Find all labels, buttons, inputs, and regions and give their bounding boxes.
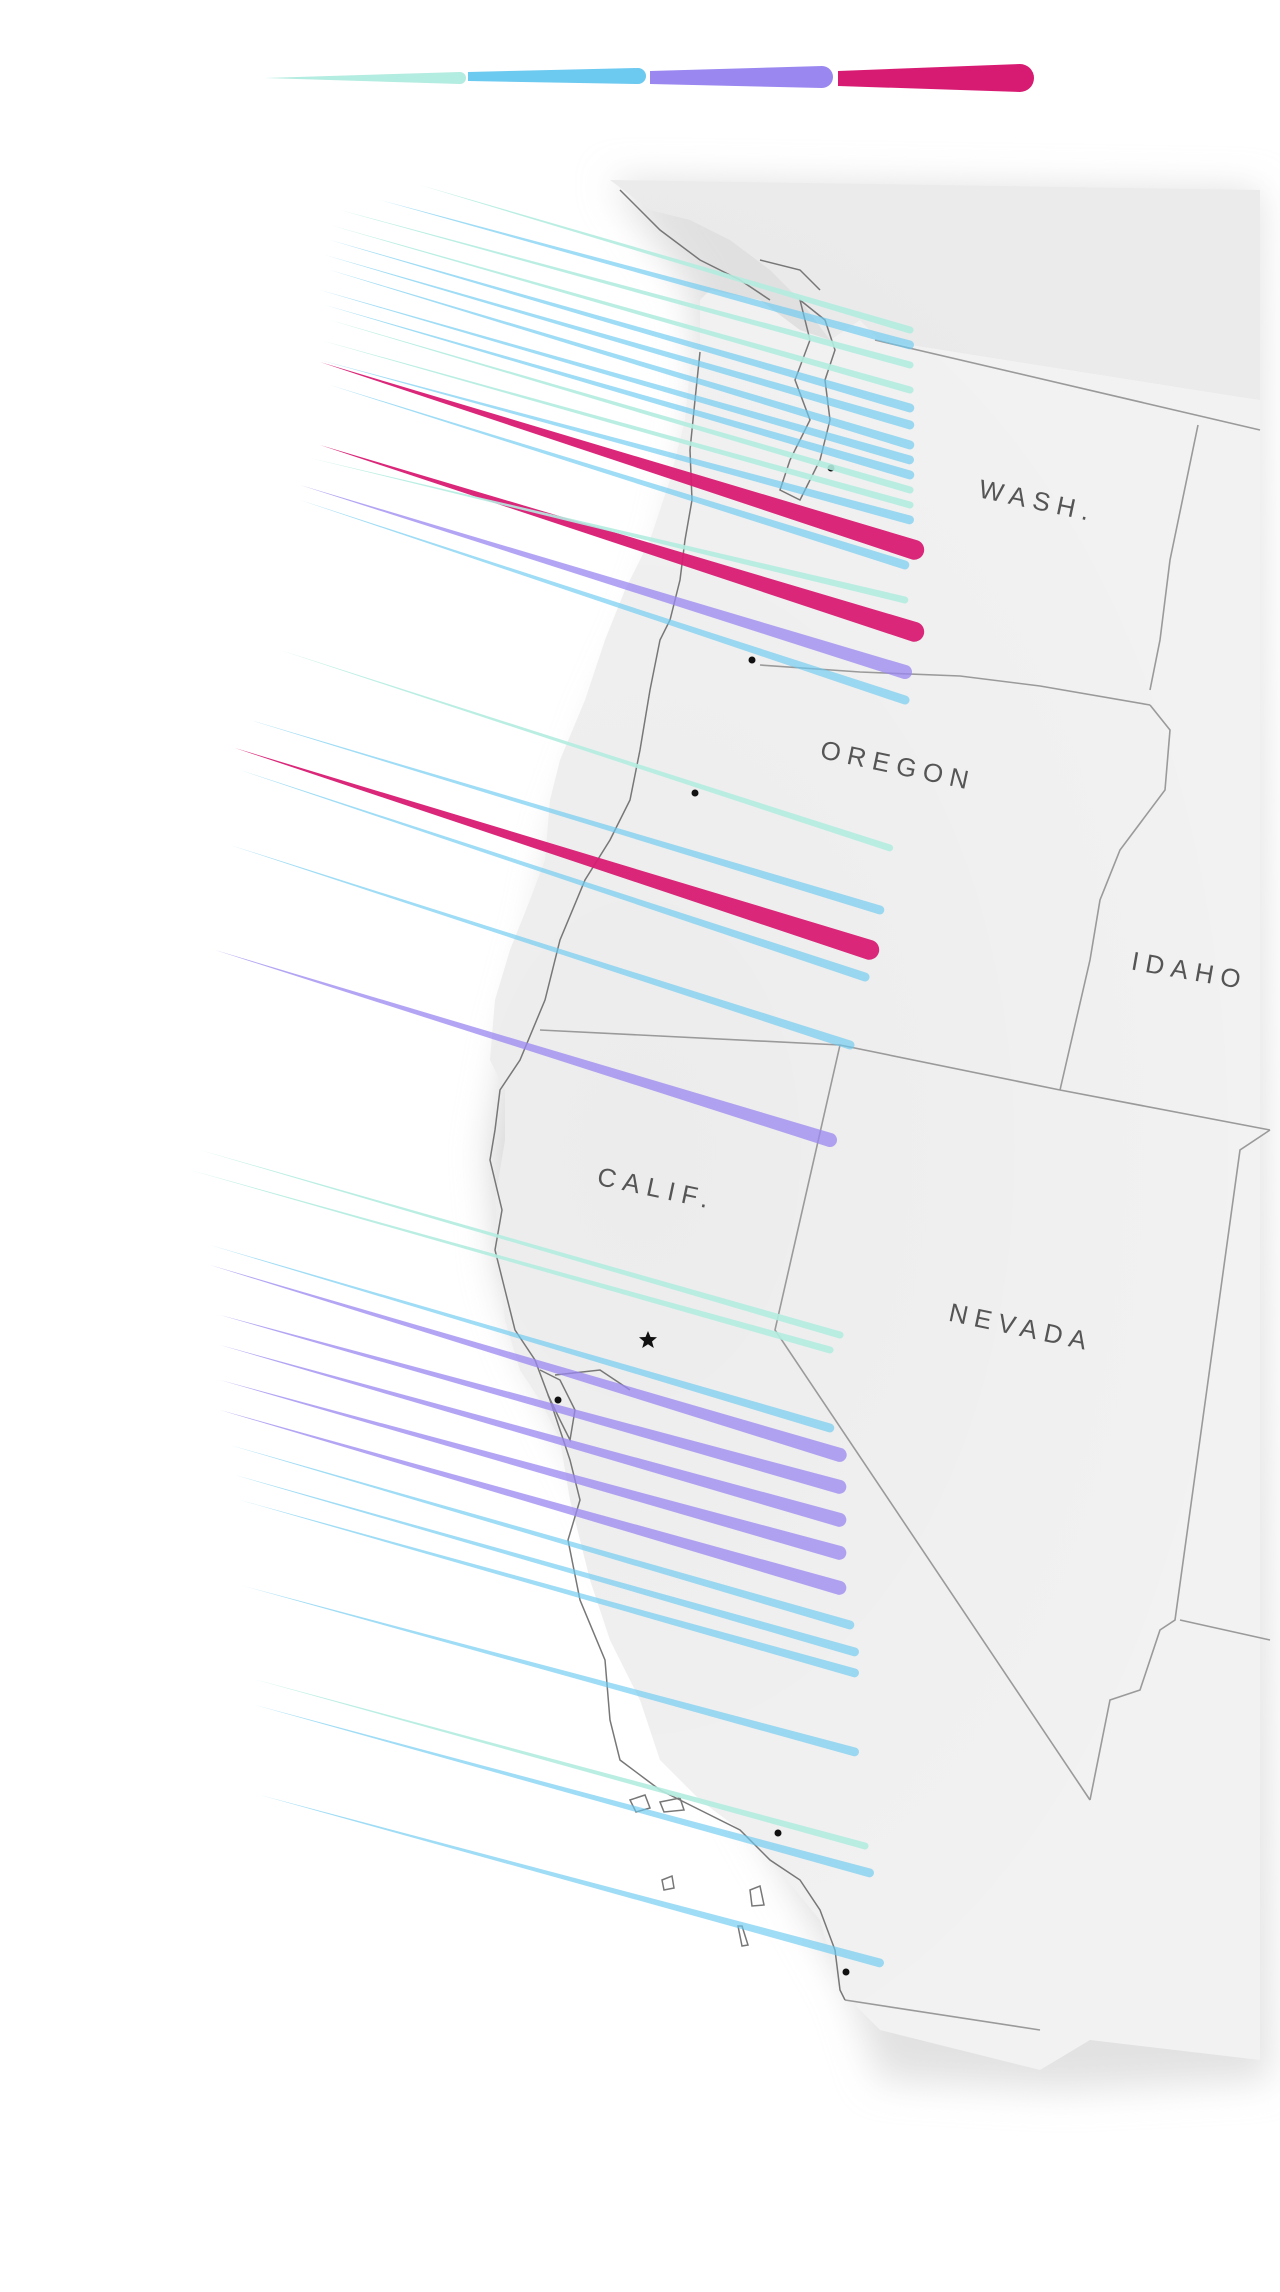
border-utah-arizona <box>1179 1619 1271 1641</box>
puget-sound <box>779 298 836 502</box>
legend-swatch-3 <box>650 66 833 88</box>
streak-22 <box>240 770 870 982</box>
streak-24 <box>215 950 838 1148</box>
capital-star-icon <box>639 1331 657 1348</box>
city-dot-san-diego <box>842 1968 850 1976</box>
border-oregon-idaho <box>1059 704 1171 1091</box>
legend <box>265 64 1034 92</box>
streak-28 <box>210 1265 847 1462</box>
pacific-coast <box>489 351 846 2001</box>
streak-8 <box>320 290 914 465</box>
streak-36 <box>240 1585 859 1757</box>
coastline <box>489 189 846 2001</box>
streak-2 <box>380 200 914 350</box>
border-nevada-arizona <box>1089 1129 1271 1801</box>
legend-swatch-4 <box>838 64 1034 92</box>
legend-swatch-1 <box>265 72 466 84</box>
streak-25 <box>200 1150 844 1339</box>
streak-6 <box>325 255 915 430</box>
streak-5 <box>330 240 915 413</box>
border-washington-idaho <box>1149 424 1199 691</box>
streak-3 <box>340 210 914 369</box>
streak-16 <box>310 458 909 604</box>
streak-30 <box>220 1345 847 1527</box>
streak-4 <box>330 225 914 394</box>
streak-9 <box>325 305 915 480</box>
streak-26 <box>190 1170 834 1354</box>
streak-13 <box>320 362 925 560</box>
border-us-mexico <box>844 1999 1041 2031</box>
salish-islands <box>619 189 821 301</box>
streak-35 <box>240 1500 859 1678</box>
streak-32 <box>220 1410 847 1595</box>
streak-21 <box>235 748 880 960</box>
streak-12 <box>320 360 914 525</box>
channel-island-2 <box>658 1797 686 1813</box>
streak-10 <box>330 320 914 494</box>
streak-39 <box>260 1795 884 1968</box>
state-borders <box>539 339 1271 2031</box>
streak-15 <box>320 445 925 642</box>
channel-island-3 <box>661 1874 675 1891</box>
streak-31 <box>220 1380 847 1560</box>
city-dot-san-francisco <box>554 1396 562 1404</box>
city-dot-eugene <box>691 789 699 797</box>
streak-19 <box>280 650 894 852</box>
land-mass <box>0 150 1280 2150</box>
city-dot-los-angeles <box>774 1829 782 1837</box>
streak-37 <box>250 1678 869 1850</box>
streak-1 <box>420 185 914 334</box>
streak-29 <box>220 1315 847 1494</box>
border-canada-washington <box>874 339 1261 431</box>
streak-7 <box>330 270 915 450</box>
streak-34 <box>235 1475 859 1657</box>
streak-17 <box>300 485 913 680</box>
streak-23 <box>230 845 855 1050</box>
streak-layer <box>190 185 925 1968</box>
streak-18 <box>300 500 910 705</box>
streak-20 <box>250 720 885 915</box>
city-dot-portland <box>748 656 756 664</box>
channel-island-4 <box>749 1884 765 1907</box>
streak-38 <box>255 1705 874 1878</box>
legend-swatch-2 <box>468 68 646 84</box>
streak-14 <box>330 385 910 570</box>
relief-fade <box>0 150 1280 2150</box>
streak-27 <box>210 1245 835 1433</box>
border-idaho-nevada <box>1059 1089 1271 1131</box>
border-washington-oregon <box>759 664 1151 706</box>
streak-33 <box>230 1445 855 1630</box>
streak-11 <box>320 340 914 509</box>
